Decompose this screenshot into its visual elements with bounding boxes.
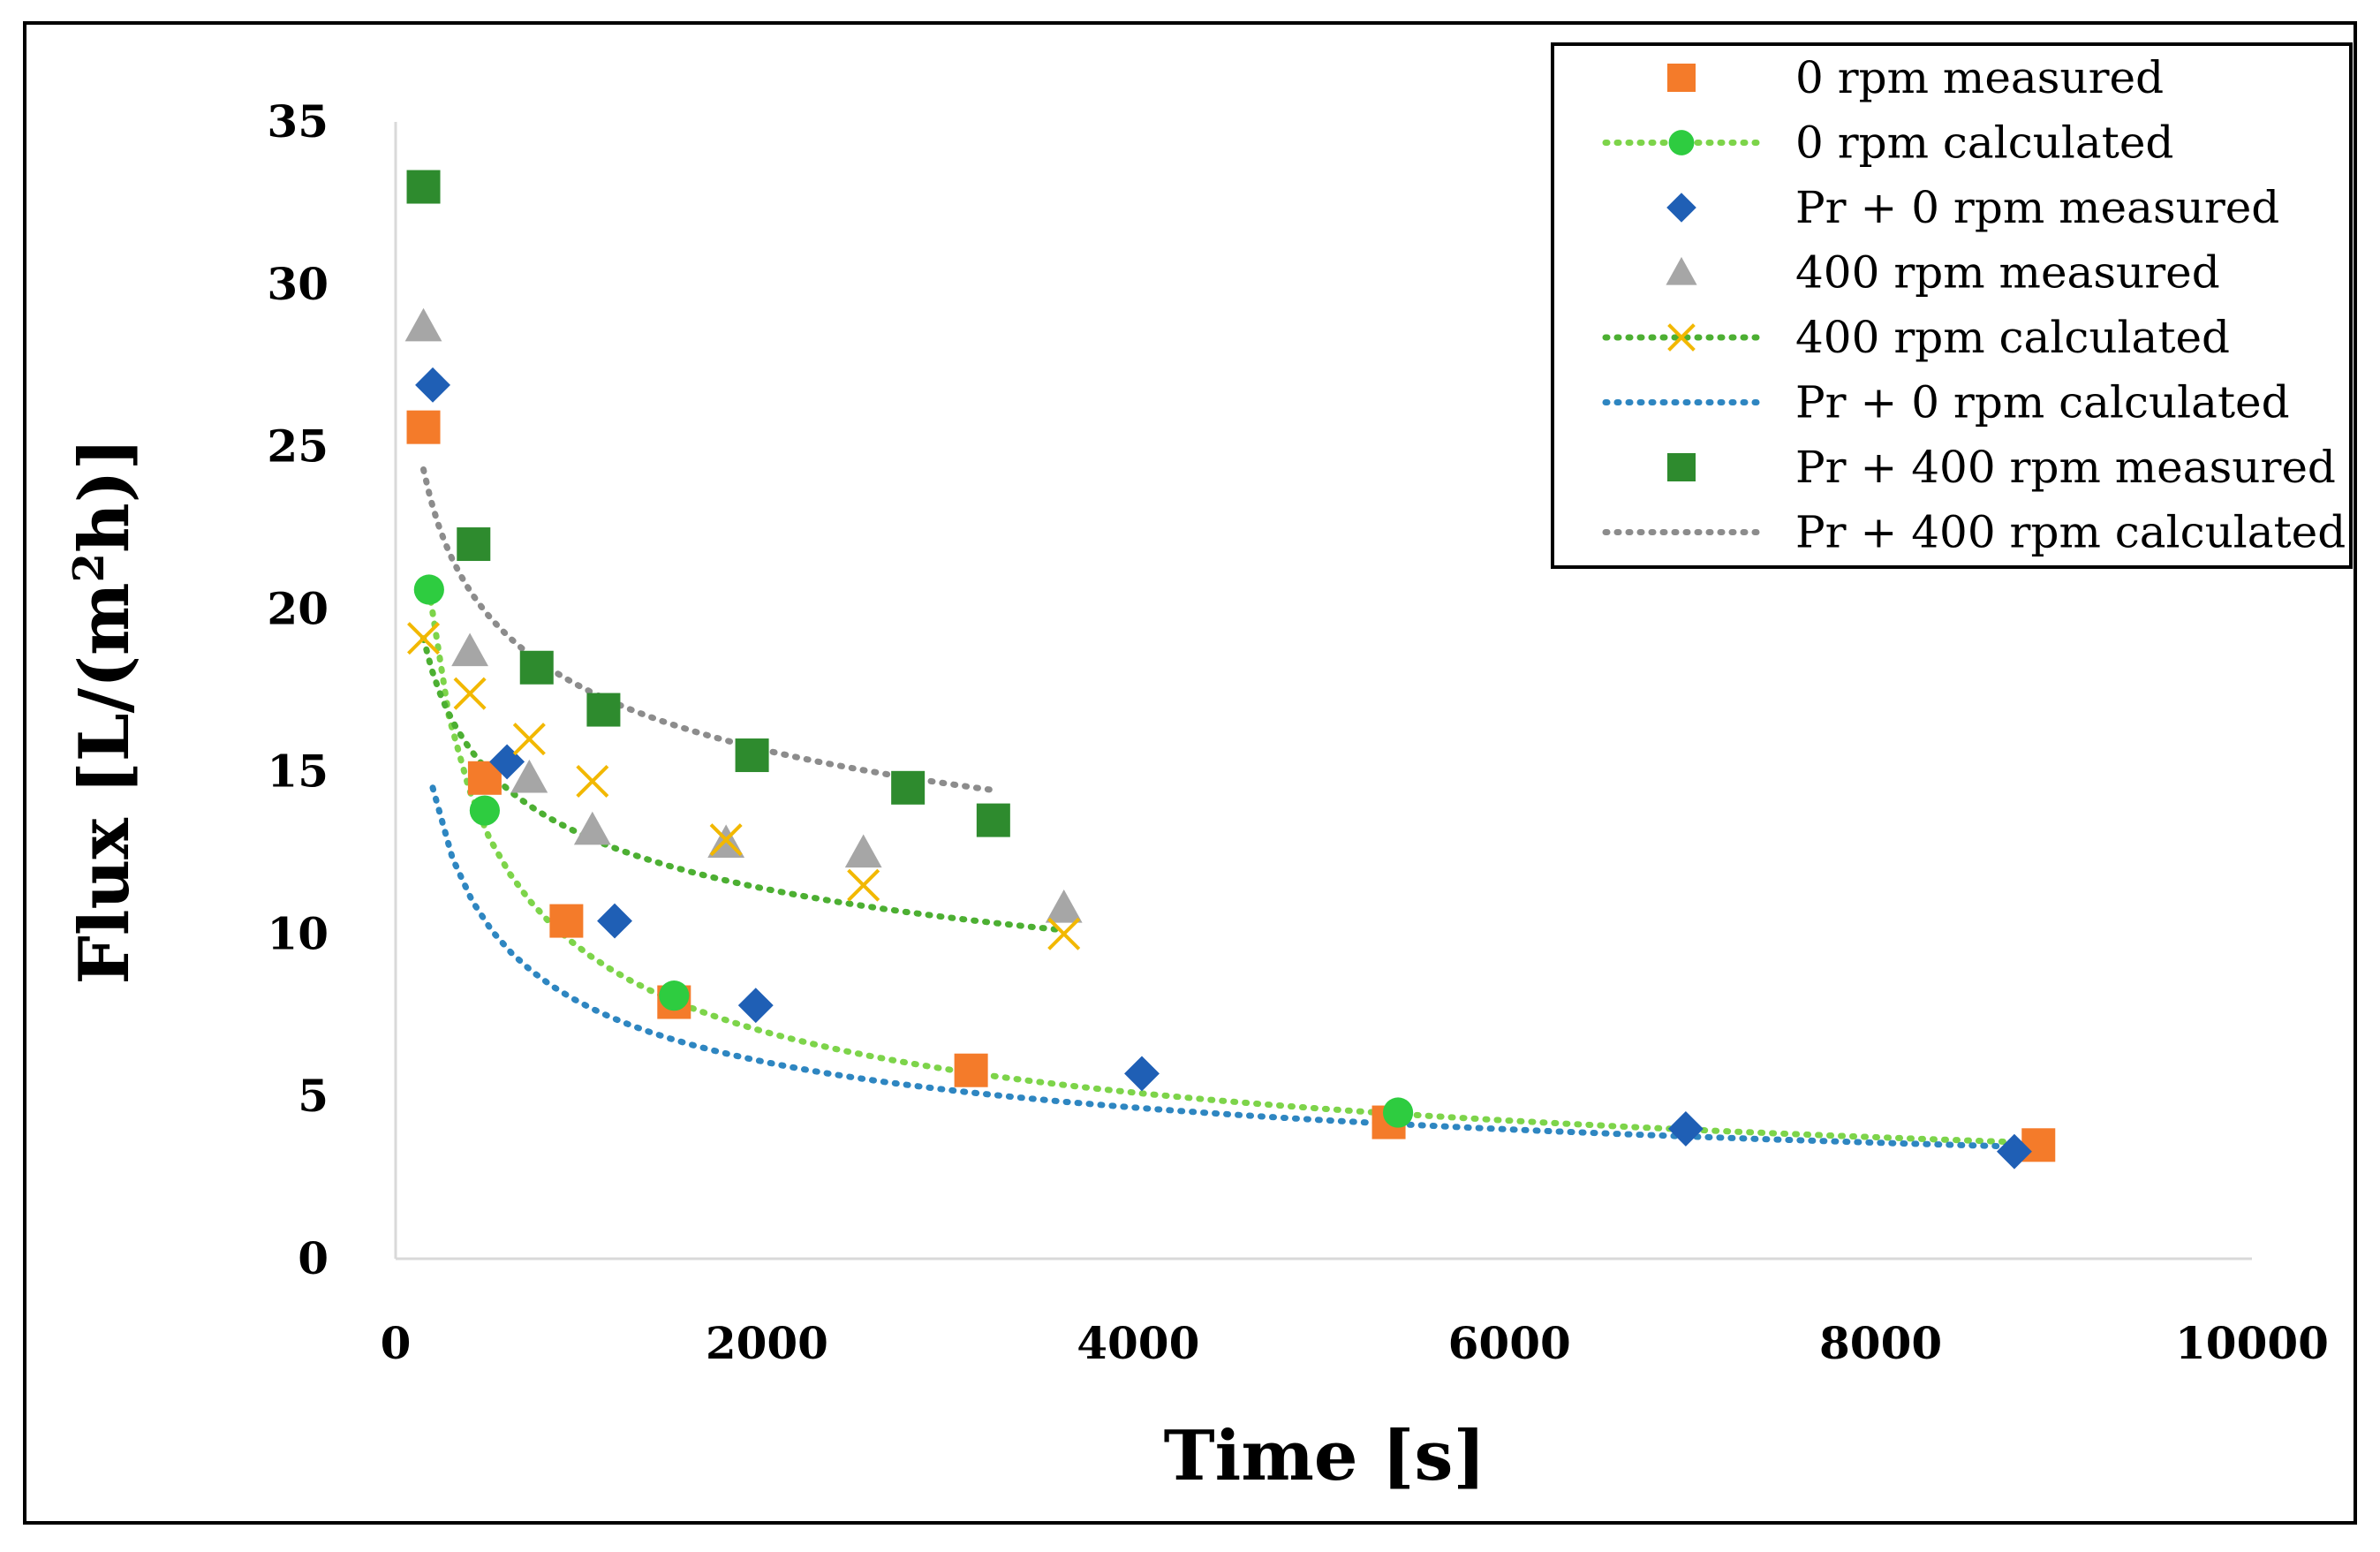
0-rpm-calculated-curve xyxy=(426,587,2042,1147)
legend-label-pr-400-rpm-measured: Pr + 400 rpm measured xyxy=(1795,442,2336,493)
0-rpm-calculated-point xyxy=(1382,1097,1414,1128)
legend-label-pr-0-rpm-calculated: Pr + 0 rpm calculated xyxy=(1795,377,2290,428)
data-markers xyxy=(404,170,2056,1170)
400-rpm-measured-point xyxy=(510,759,548,793)
400-rpm-calculated-point xyxy=(847,868,880,902)
0-rpm-measured-point xyxy=(549,904,584,938)
0-rpm-calculated-point xyxy=(659,980,690,1011)
pr-400-rpm-measured-point xyxy=(519,650,554,685)
tick-labels: 0 5 10 15 20 25 30 35 0 2000 4000 6000 8000 10000 xyxy=(267,95,2329,1369)
0-rpm-measured-point xyxy=(954,1053,988,1087)
400-rpm-calculated-curve xyxy=(420,635,1068,934)
0-rpm-calculated-point xyxy=(469,795,500,826)
pr-0-rpm-measured-point xyxy=(737,988,774,1024)
x-axis-title: Time [s] xyxy=(1164,1416,1486,1496)
x-tick-label: 0 xyxy=(381,1317,412,1369)
legend-label-0-rpm-calculated: 0 rpm calculated xyxy=(1795,117,2173,169)
y-tick-label: 35 xyxy=(267,95,329,148)
pr-400-rpm-measured-point xyxy=(406,170,441,204)
pr-400-rpm-measured-point xyxy=(457,527,491,562)
0-rpm-measured-point xyxy=(2021,1128,2056,1162)
pr-0-rpm-measured-point xyxy=(1667,1110,1704,1147)
legend-marker-0-rpm-measured xyxy=(1667,64,1696,92)
pr-400-rpm-calculated-curve xyxy=(420,466,997,793)
y-axis-title-sup: 2 xyxy=(64,553,114,582)
x-tick-label: 8000 xyxy=(1819,1317,1942,1369)
400-rpm-measured-point xyxy=(844,834,882,868)
400-rpm-measured-point xyxy=(451,632,488,667)
legend-item-pr-400-rpm-measured: Pr + 400 rpm measured xyxy=(1667,442,2336,493)
legend-item-400-rpm-calculated: 400 rpm calculated xyxy=(1602,312,2230,363)
pr-400-rpm-measured-point xyxy=(976,803,1010,837)
legend: 0 rpm measured 0 rpm calculated Pr + 0 rpm… xyxy=(1551,42,2353,569)
y-tick-label: 15 xyxy=(267,745,329,797)
legend-marker-0-rpm-calculated xyxy=(1668,130,1695,155)
400-rpm-calculated-point xyxy=(576,764,609,798)
legend-marker-pr-400-rpm-measured xyxy=(1667,453,1696,481)
legend-marker-pr-0-rpm-measured xyxy=(1666,193,1696,223)
legend-label-0-rpm-measured: 0 rpm measured xyxy=(1795,52,2164,103)
legend-item-pr-0-rpm-calculated: Pr + 0 rpm calculated xyxy=(1602,377,2290,428)
x-tick-label: 10000 xyxy=(2175,1317,2329,1369)
y-tick-label: 20 xyxy=(267,583,329,635)
legend-marker-400-rpm-calculated xyxy=(1667,323,1696,352)
400-rpm-calculated-point xyxy=(512,723,546,756)
0-rpm-measured-point xyxy=(406,410,441,444)
pr-400-rpm-measured-point xyxy=(735,738,769,773)
legend-label-400-rpm-measured: 400 rpm measured xyxy=(1795,247,2220,299)
legend-item-0-rpm-calculated: 0 rpm calculated xyxy=(1602,117,2173,169)
y-tick-label: 5 xyxy=(298,1070,329,1122)
y-tick-label: 25 xyxy=(267,420,329,473)
400-rpm-calculated-point xyxy=(407,622,441,655)
x-tick-label: 6000 xyxy=(1448,1317,1571,1369)
400-rpm-calculated-point xyxy=(453,677,487,710)
legend-label-pr-400-rpm-calculated: Pr + 400 rpm calculated xyxy=(1795,507,2346,558)
pr-0-rpm-measured-point xyxy=(1996,1133,2032,1170)
y-tick-label: 10 xyxy=(267,907,329,959)
pr-0-rpm-measured-point xyxy=(415,367,450,403)
legend-item-pr-0-rpm-measured: Pr + 0 rpm measured xyxy=(1666,182,2279,233)
400-rpm-measured-point xyxy=(1045,889,1083,923)
legend-label-pr-0-rpm-measured: Pr + 0 rpm measured xyxy=(1795,182,2279,233)
legend-item-pr-400-rpm-calculated: Pr + 400 rpm calculated xyxy=(1602,507,2346,558)
400-rpm-calculated-point xyxy=(709,823,743,857)
axes xyxy=(394,122,2252,1261)
legend-item-400-rpm-measured: 400 rpm measured xyxy=(1666,247,2220,299)
x-tick-label: 4000 xyxy=(1077,1317,1199,1369)
y-axis-title-suffix: h)] xyxy=(64,438,145,554)
pr-0-rpm-measured-point xyxy=(1124,1056,1160,1092)
legend-marker-400-rpm-measured xyxy=(1666,256,1697,285)
pr-0-rpm-calculated-curve xyxy=(429,784,2018,1150)
y-tick-label: 0 xyxy=(298,1232,329,1284)
legend-label-400-rpm-calculated: 400 rpm calculated xyxy=(1795,312,2230,363)
400-rpm-measured-point xyxy=(404,307,442,342)
x-tick-label: 2000 xyxy=(706,1317,828,1369)
legend-item-0-rpm-measured: 0 rpm measured xyxy=(1667,52,2164,103)
y-axis-title-prefix: Flux [L/(m xyxy=(64,582,145,984)
y-axis-title: Flux [L/(m2h)] xyxy=(64,438,145,985)
pr-0-rpm-measured-point xyxy=(597,903,632,939)
400-rpm-measured-point xyxy=(573,811,611,845)
pr-400-rpm-measured-point xyxy=(891,770,926,805)
calculated-curves xyxy=(420,466,2042,1150)
y-tick-label: 30 xyxy=(267,258,329,310)
0-rpm-calculated-point xyxy=(413,574,444,605)
pr-400-rpm-measured-point xyxy=(586,693,621,727)
400-rpm-calculated-point xyxy=(1047,917,1081,950)
